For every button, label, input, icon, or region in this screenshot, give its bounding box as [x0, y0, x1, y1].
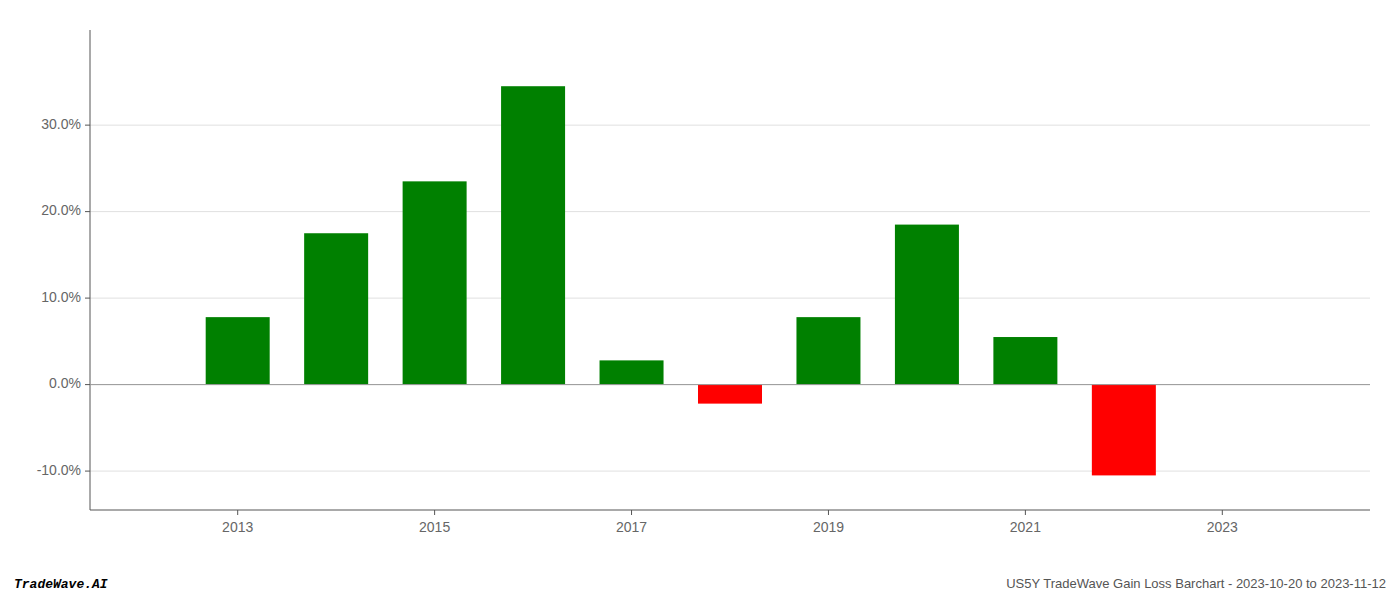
- x-tick: [434, 510, 435, 515]
- bars: [206, 86, 1156, 475]
- x-tick-label: 2019: [813, 519, 844, 535]
- y-tick: [85, 298, 90, 299]
- y-tick: [85, 211, 90, 212]
- bar: [501, 86, 565, 384]
- bar: [304, 233, 368, 384]
- x-tick: [828, 510, 829, 515]
- x-tick: [1222, 510, 1223, 515]
- bar: [993, 337, 1057, 385]
- x-tick-label: 2017: [616, 519, 647, 535]
- grid-line: [90, 384, 1370, 385]
- grid-line: [90, 298, 1370, 299]
- y-tick-label: 10.0%: [41, 289, 81, 305]
- y-tick-label: -10.0%: [37, 462, 81, 478]
- x-tick: [631, 510, 632, 515]
- grid-line: [90, 471, 1370, 472]
- x-tick-label: 2021: [1010, 519, 1041, 535]
- y-tick-label: 0.0%: [49, 375, 81, 391]
- y-tick-label: 30.0%: [41, 116, 81, 132]
- x-axis-line: [90, 510, 1370, 511]
- grid: [90, 125, 1370, 471]
- y-tick: [85, 471, 90, 472]
- bar: [895, 225, 959, 385]
- axes: -10.0% 0.0% 10.0% 20.0% 30.0% 2013 2015 2017 201…: [37, 30, 1370, 535]
- bar: [796, 317, 860, 384]
- zero-line: [90, 384, 1370, 385]
- bar: [600, 360, 664, 384]
- bar: [206, 317, 270, 384]
- chart-container: -10.0% 0.0% 10.0% 20.0% 30.0% 2013 2015 2017 201…: [0, 0, 1400, 600]
- bar: [698, 385, 762, 404]
- x-tick-label: 2015: [419, 519, 450, 535]
- footer-left: TradeWave.AI: [14, 577, 108, 592]
- background: [0, 0, 1400, 600]
- y-tick: [85, 384, 90, 385]
- chart-svg: -10.0% 0.0% 10.0% 20.0% 30.0% 2013 2015 2017 201…: [0, 0, 1400, 600]
- x-tick: [1025, 510, 1026, 515]
- grid-line: [90, 125, 1370, 126]
- x-tick-label: 2013: [222, 519, 253, 535]
- y-tick: [85, 125, 90, 126]
- footer-right: US5Y TradeWave Gain Loss Barchart - 2023…: [1006, 576, 1386, 591]
- y-tick-label: 20.0%: [41, 202, 81, 218]
- bar: [1092, 385, 1156, 476]
- bar: [403, 181, 467, 384]
- grid-line: [90, 211, 1370, 212]
- y-axis-line: [90, 30, 91, 510]
- x-tick-label: 2023: [1207, 519, 1238, 535]
- x-tick: [237, 510, 238, 515]
